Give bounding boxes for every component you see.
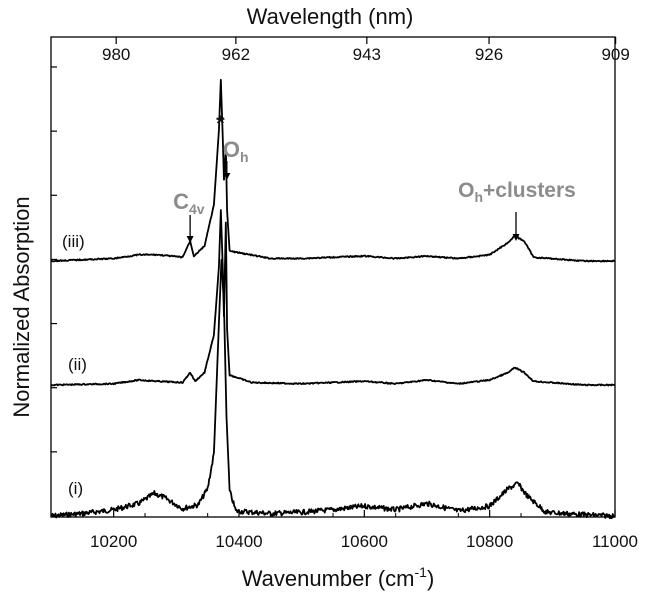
top-axis: 980 962 943 926 909 [102,37,630,64]
series-group [50,78,616,520]
y-axis-title: Normalized Absorption [9,196,34,417]
bottom-axis-title-sup: -1 [415,564,428,580]
spectrum-trace-3 [50,78,616,263]
top-axis-title: Wavelength (nm) [247,4,414,29]
left-axis [51,66,57,517]
top-tick-label: 926 [475,45,503,64]
bottom-axis-title-end: ) [427,566,434,591]
spectrum-trace-2 [50,209,616,387]
asterisk-marker: * [216,111,225,136]
top-tick-label: 962 [222,45,250,64]
top-tick-label: 943 [353,45,381,64]
top-tick-label: 980 [102,45,130,64]
c4v-label: C4v [173,189,205,217]
bottom-tick-label: 10800 [466,532,513,551]
c4v-label-sub: 4v [189,201,205,217]
bottom-tick-label: 10400 [215,532,262,551]
oh-label: Oh [223,137,249,165]
bottom-tick-label: 10200 [90,532,137,551]
bottom-tick-label: 11000 [592,532,638,551]
oh-clusters-label-sub: h [474,189,483,205]
spectrum-trace-1 [50,258,616,520]
plot-frame [50,36,616,518]
trace-labels: (i) (ii) (iii) [62,232,87,498]
bottom-axis: 10200 10400 10600 10800 11000 [81,510,638,551]
bottom-axis-title: Wavenumber (cm-1) [242,564,435,591]
peak-annotations: *Oh C4v Oh+clusters [173,111,576,243]
oh-arrow-head [223,173,231,180]
oh-clusters-label: Oh+clusters [458,179,576,205]
trace-label-2: (ii) [68,355,87,374]
top-tick-label: 909 [601,45,629,64]
oh-label-sub: h [240,149,249,165]
trace-label-1: (i) [68,479,83,498]
plot-frame-rect [50,36,616,518]
oh-clusters-arrow-head [512,234,520,241]
c4v-arrow-head [186,236,194,243]
trace-label-3: (iii) [62,232,85,251]
oh-clusters-label-end: +clusters [483,179,576,202]
bottom-tick-label: 10600 [341,532,388,551]
bottom-axis-title-main: Wavenumber (cm [242,566,415,591]
